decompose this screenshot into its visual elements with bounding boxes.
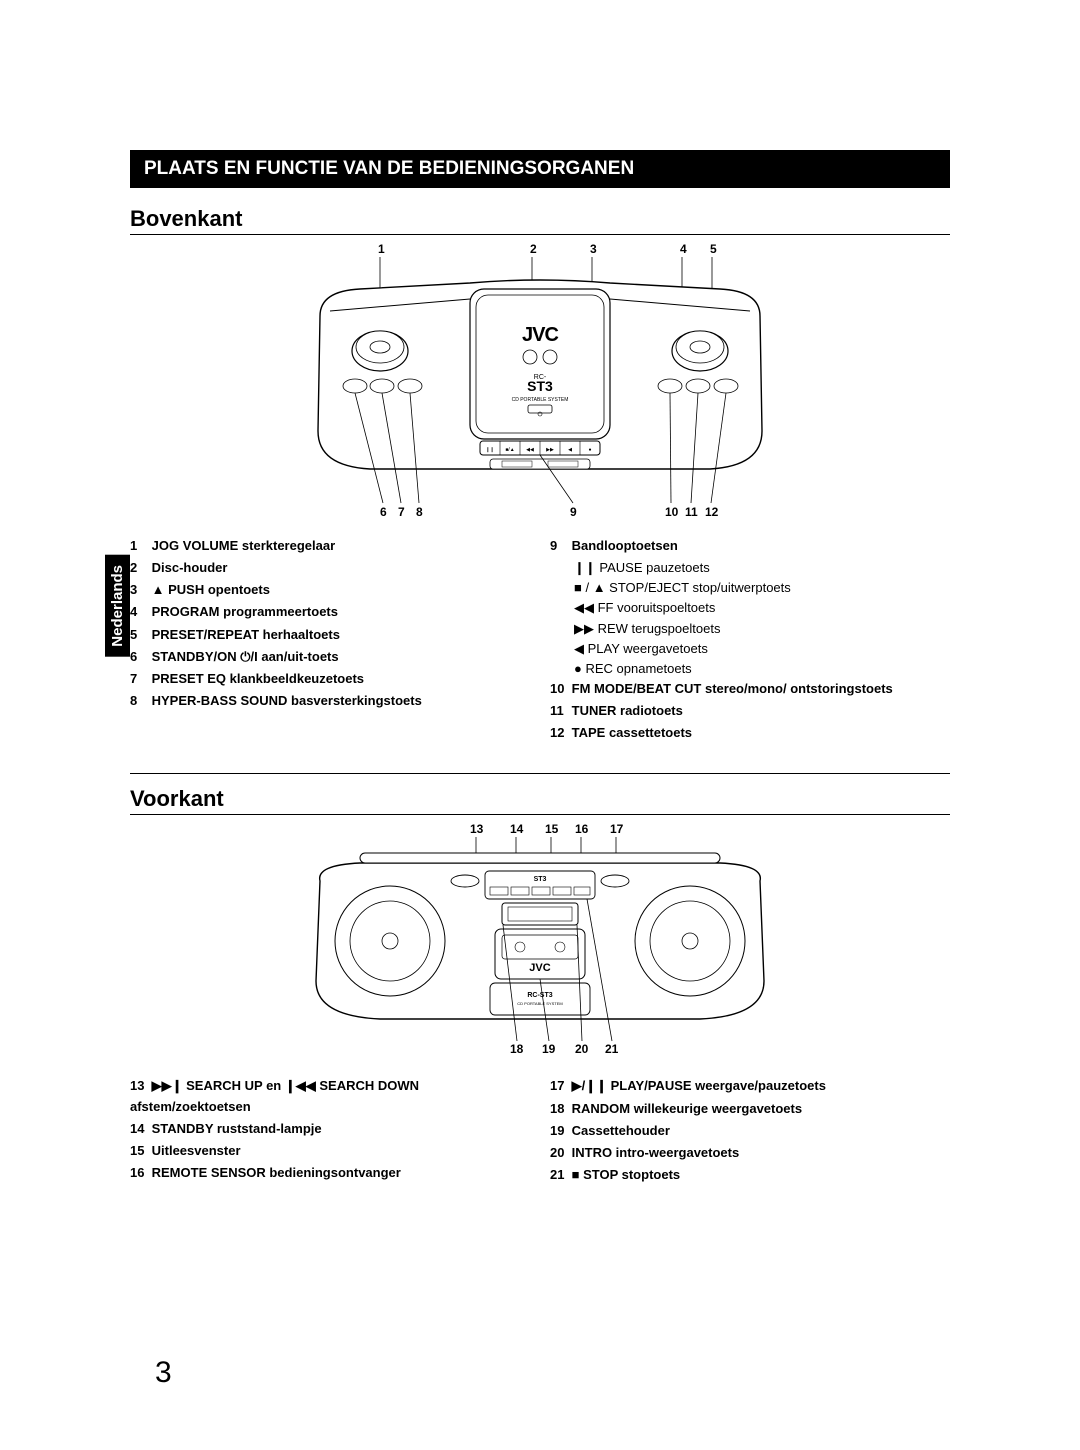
callout: 2 bbox=[530, 242, 537, 256]
svg-text:■/▲: ■/▲ bbox=[505, 447, 514, 453]
svg-text:◀◀: ◀◀ bbox=[526, 447, 534, 453]
svg-text:❙❙: ❙❙ bbox=[486, 447, 494, 453]
svg-text:13: 13 bbox=[470, 822, 484, 836]
svg-text:8: 8 bbox=[416, 505, 423, 519]
svg-text:ST3: ST3 bbox=[527, 378, 553, 394]
svg-text:21: 21 bbox=[605, 1042, 619, 1056]
front-section-title: Voorkant bbox=[130, 786, 950, 815]
svg-text:RC-ST3: RC-ST3 bbox=[527, 992, 552, 999]
svg-text:ST3: ST3 bbox=[534, 876, 547, 883]
top-section-title: Bovenkant bbox=[130, 206, 950, 235]
svg-text:▶▶: ▶▶ bbox=[546, 447, 554, 453]
svg-text:19: 19 bbox=[542, 1042, 556, 1056]
callout: 5 bbox=[710, 242, 717, 256]
svg-text:10: 10 bbox=[665, 505, 679, 519]
section-divider bbox=[130, 773, 950, 774]
svg-text:6: 6 bbox=[380, 505, 387, 519]
svg-text:CD PORTABLE SYSTEM: CD PORTABLE SYSTEM bbox=[512, 397, 569, 403]
top-legend: 1 JOG VOLUME sterkteregelaar 2 Disc-houd… bbox=[130, 536, 950, 745]
svg-text:7: 7 bbox=[398, 505, 405, 519]
svg-text:15: 15 bbox=[545, 822, 559, 836]
page-number: 3 bbox=[155, 1356, 172, 1390]
svg-text:◀: ◀ bbox=[568, 447, 572, 453]
callout: 4 bbox=[680, 242, 687, 256]
callout: 3 bbox=[590, 242, 597, 256]
svg-text:12: 12 bbox=[705, 505, 719, 519]
brand-logo: JVC bbox=[522, 324, 558, 346]
svg-text:9: 9 bbox=[570, 505, 577, 519]
svg-text:17: 17 bbox=[610, 822, 624, 836]
svg-text:16: 16 bbox=[575, 822, 589, 836]
callout: 1 bbox=[378, 242, 385, 256]
front-legend: 13 ▶▶❙ SEARCH UP en ❙◀◀ SEARCH DOWN afst… bbox=[130, 1076, 950, 1187]
svg-text:14: 14 bbox=[510, 822, 524, 836]
svg-text:CD PORTABLE SYSTEM: CD PORTABLE SYSTEM bbox=[517, 1001, 562, 1006]
svg-text:20: 20 bbox=[575, 1042, 589, 1056]
top-diagram: 1 2 3 4 5 JVC RC- ST3 CD PORTABLE SYSTEM bbox=[130, 241, 950, 526]
svg-text:JVC: JVC bbox=[529, 962, 550, 974]
language-tab: Nederlands bbox=[105, 555, 130, 657]
svg-text:18: 18 bbox=[510, 1042, 524, 1056]
front-diagram: 13 14 15 16 17 ST3 bbox=[130, 821, 950, 1066]
svg-text:●: ● bbox=[588, 447, 591, 453]
svg-text:11: 11 bbox=[685, 505, 698, 519]
section-header: PLAATS EN FUNCTIE VAN DE BEDIENINGSORGAN… bbox=[130, 150, 950, 188]
